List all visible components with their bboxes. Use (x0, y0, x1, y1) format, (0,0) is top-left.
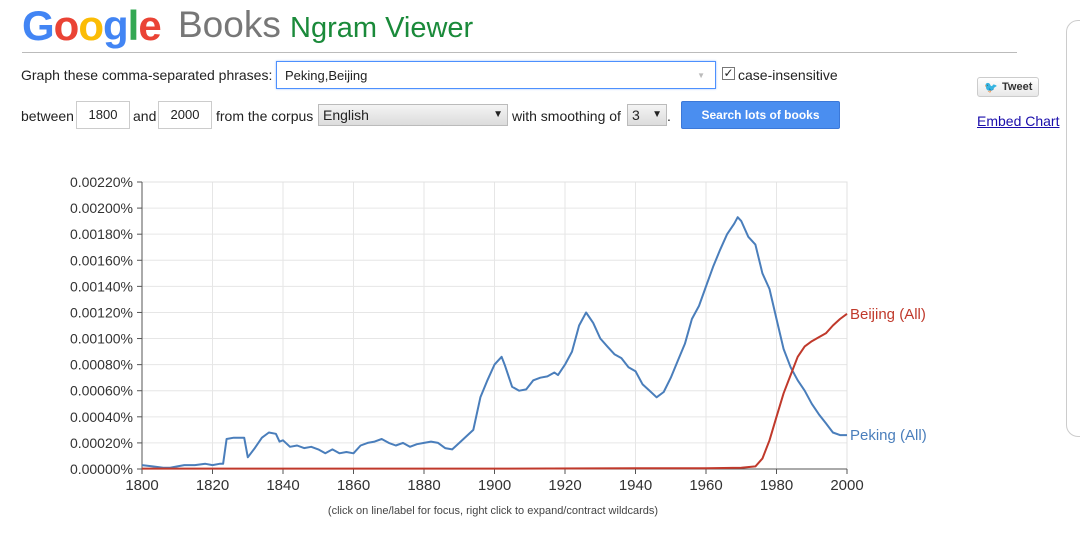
ngram-viewer-title: Ngram Viewer (290, 12, 474, 44)
y-tick-label: 0.00140% (70, 278, 133, 294)
x-tick-label: 1860 (337, 477, 370, 494)
y-tick-label: 0.00160% (70, 252, 133, 268)
beijing-series-label[interactable]: Beijing (All) (850, 306, 926, 323)
google-books-logo[interactable]: Google Books Ngram Viewer (22, 2, 473, 50)
y-tick-label: 0.00200% (70, 200, 133, 216)
y-tick-label: 0.00020% (70, 435, 133, 451)
ngram-chart[interactable]: 0.00000% 0.00020% 0.00040% 0.00060% 0.00080%… (0, 160, 1000, 505)
x-tick-label: 1820 (196, 477, 229, 494)
logo-letter-o1: o (53, 2, 80, 49)
tweet-button[interactable]: 🐦 Tweet (977, 77, 1039, 97)
search-button[interactable]: Search lots of books (681, 101, 840, 129)
logo-letter-e: e (138, 2, 161, 49)
header-divider (22, 52, 1017, 53)
smoothing-dropdown-icon: ▼ (652, 109, 662, 120)
start-year-input[interactable]: 1800 (76, 101, 130, 129)
logo-letter-o2: o (78, 2, 104, 49)
x-tick-label: 1940 (619, 477, 652, 494)
chart-axes: 0.00000% 0.00020% 0.00040% 0.00060% 0.00080%… (70, 174, 864, 494)
logo-letter-l: l (127, 2, 140, 49)
x-tick-label: 1980 (760, 477, 793, 494)
phrases-value: Peking,Beijing (285, 68, 368, 83)
smoothing-label: with smoothing of (512, 108, 621, 124)
end-year-input[interactable]: 2000 (158, 101, 212, 129)
and-label: and (133, 108, 157, 124)
phrases-dropdown-icon[interactable]: ▼ (697, 71, 705, 80)
phrases-input[interactable]: Peking,Beijing ▼ (276, 61, 716, 89)
x-tick-label: 1900 (478, 477, 511, 494)
x-tick-label: 2000 (830, 477, 863, 494)
x-tick-label: 1920 (548, 477, 581, 494)
between-label: between (21, 108, 74, 124)
x-tick-label: 1960 (689, 477, 722, 494)
logo-letter-g2: g (102, 2, 129, 49)
smoothing-period: . (667, 108, 671, 124)
smoothing-value: 3 (632, 107, 640, 123)
chart-caption: (click on line/label for focus, right cl… (327, 505, 659, 517)
twitter-bird-icon: 🐦 (984, 82, 998, 94)
phrases-label: Graph these comma-separated phrases: (21, 67, 273, 83)
google-wordmark: Google (22, 2, 162, 49)
beijing-series-line[interactable] (142, 312, 848, 470)
corpus-value: English (323, 107, 369, 123)
x-tick-label: 1880 (407, 477, 440, 494)
y-tick-label: 0.00220% (70, 174, 133, 190)
smoothing-select[interactable]: 3 ▼ (627, 104, 667, 126)
corpus-dropdown-icon: ▼ (493, 109, 503, 120)
x-tick-label: 1800 (125, 477, 158, 494)
y-tick-label: 0.00060% (70, 383, 133, 399)
x-tick-label: 1840 (266, 477, 299, 494)
y-tick-label: 0.00100% (70, 331, 133, 347)
y-tick-label: 0.00080% (70, 357, 133, 373)
chart-grid (141, 181, 848, 470)
tweet-label: Tweet (1002, 81, 1033, 93)
embed-chart-link[interactable]: Embed Chart (977, 113, 1060, 129)
case-insensitive-checkbox[interactable]: ✓ (722, 66, 735, 80)
case-insensitive-label: case-insensitive (738, 67, 838, 83)
corpus-label: from the corpus (216, 108, 314, 124)
books-wordmark: Books (178, 4, 281, 45)
y-tick-label: 0.00180% (70, 226, 133, 242)
chart-series[interactable]: Peking (All) Beijing (All) (141, 216, 927, 470)
y-tick-label: 0.00000% (70, 461, 133, 477)
y-tick-label: 0.00120% (70, 304, 133, 320)
corpus-select[interactable]: English ▼ (318, 104, 508, 126)
peking-series-label[interactable]: Peking (All) (850, 427, 927, 444)
logo-letter-g: G (22, 2, 55, 49)
y-tick-label: 0.00040% (70, 409, 133, 425)
side-panel-frame (1066, 20, 1080, 437)
peking-series-line[interactable] (141, 216, 847, 469)
